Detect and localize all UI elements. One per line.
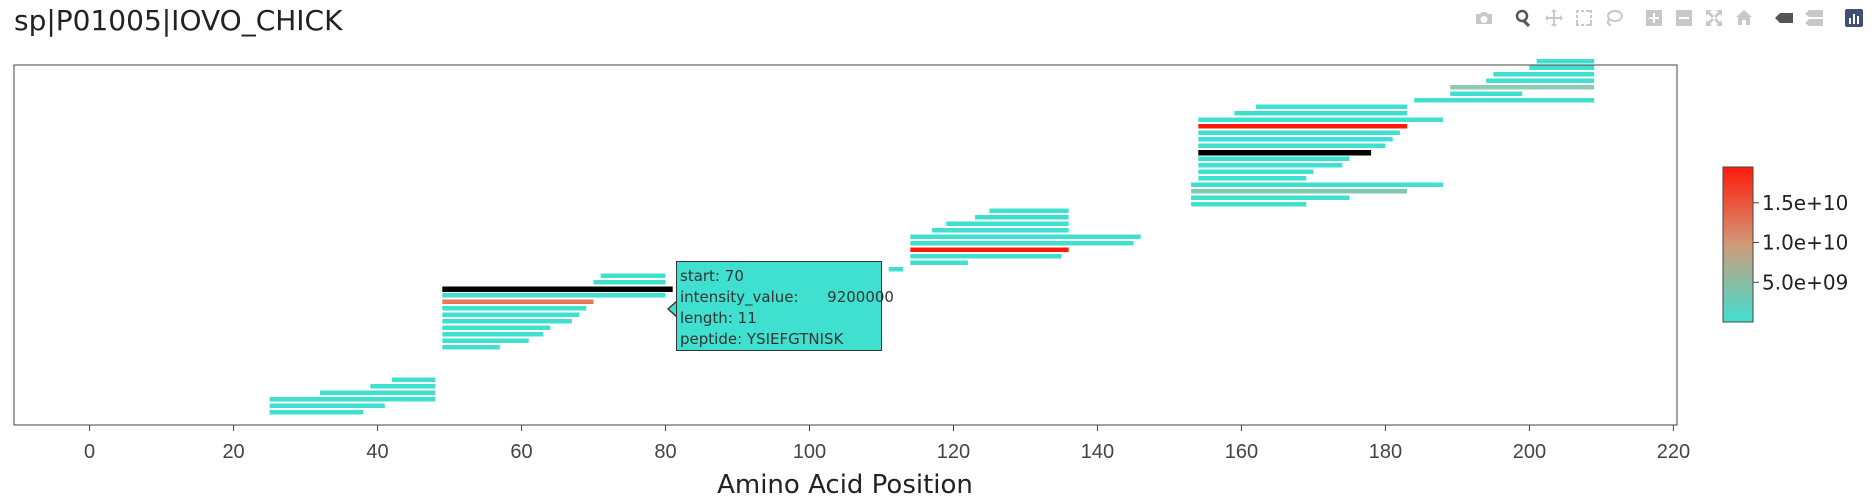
colorbar bbox=[1722, 166, 1754, 323]
peptide-bar[interactable] bbox=[442, 345, 500, 350]
x-axis-ticks: 0 20 40 60 80 100 120 140 160 180 200 220 bbox=[84, 425, 1690, 463]
peptide-bar[interactable] bbox=[269, 403, 385, 409]
plotly-logo-icon[interactable] bbox=[1839, 4, 1869, 32]
peptide-bar[interactable] bbox=[1234, 111, 1408, 116]
hover-compare-icon[interactable] bbox=[1799, 4, 1829, 32]
zoom-out-icon[interactable] bbox=[1669, 4, 1699, 32]
tooltip-intensity-label: intensity_value: bbox=[680, 288, 799, 306]
pan-icon[interactable] bbox=[1539, 4, 1569, 32]
peptide-bar[interactable] bbox=[392, 377, 436, 383]
x-tick-label: 100 bbox=[793, 441, 826, 463]
x-tick-label: 120 bbox=[937, 441, 970, 463]
peptide-bar[interactable] bbox=[1191, 182, 1444, 188]
peptide-bar[interactable] bbox=[1198, 124, 1408, 129]
peptide-bar[interactable] bbox=[1450, 91, 1523, 97]
x-axis-title: Amino Acid Position bbox=[717, 470, 973, 496]
zoom-icon[interactable] bbox=[1509, 4, 1539, 32]
peptide-bar[interactable] bbox=[370, 384, 436, 389]
x-tick-label: 160 bbox=[1225, 441, 1258, 463]
peptide-bar[interactable] bbox=[1198, 150, 1372, 156]
peptide-bar[interactable] bbox=[442, 332, 544, 337]
peptide-bar[interactable] bbox=[910, 260, 968, 266]
peptide-bar[interactable] bbox=[1414, 98, 1595, 103]
lasso-icon[interactable] bbox=[1599, 4, 1629, 32]
peptide-bar[interactable] bbox=[888, 267, 904, 272]
peptide-bar[interactable] bbox=[1198, 143, 1386, 149]
peptide-bar[interactable] bbox=[1191, 195, 1350, 201]
peptide-bar[interactable] bbox=[1529, 65, 1595, 71]
chart-title: sp|P01005|IOVO_CHICK bbox=[14, 4, 343, 37]
peptide-bar[interactable] bbox=[1198, 169, 1314, 175]
colorbar-ticks: 5.0e+09 1.0e+10 1.5e+10 bbox=[1753, 191, 1848, 294]
zoom-in-icon[interactable] bbox=[1639, 4, 1669, 32]
peptide-bar[interactable] bbox=[1493, 72, 1595, 77]
peptide-bar[interactable] bbox=[910, 234, 1141, 240]
x-tick-label: 80 bbox=[654, 441, 676, 463]
peptide-bar[interactable] bbox=[910, 254, 1062, 259]
tooltip-intensity-value: 9200000 bbox=[827, 288, 894, 306]
peptide-bar[interactable] bbox=[442, 293, 666, 298]
colorbar-tick-label: 1.0e+10 bbox=[1762, 231, 1848, 255]
box-select-icon[interactable] bbox=[1569, 4, 1599, 32]
x-tick-label: 0 bbox=[84, 441, 95, 463]
peptide-bar[interactable] bbox=[1191, 189, 1408, 194]
tooltip-peptide-label: peptide: bbox=[680, 330, 743, 348]
peptide-bar[interactable] bbox=[442, 338, 529, 344]
x-tick-label: 140 bbox=[1081, 441, 1114, 463]
peptide-bar[interactable] bbox=[269, 410, 364, 415]
x-tick-label: 60 bbox=[510, 441, 532, 463]
peptide-bar[interactable] bbox=[600, 273, 666, 279]
hover-tooltip: start: 70 intensity_value: 9200000 lengt… bbox=[676, 261, 894, 351]
peptide-bar[interactable] bbox=[442, 319, 572, 324]
colorbar-tick-label: 5.0e+09 bbox=[1762, 270, 1848, 294]
peptide-bars[interactable] bbox=[269, 59, 1595, 415]
peptide-bar[interactable] bbox=[910, 241, 1134, 246]
autoscale-icon[interactable] bbox=[1699, 4, 1729, 32]
peptide-bar[interactable] bbox=[1450, 85, 1595, 90]
peptide-bar[interactable] bbox=[1486, 78, 1595, 84]
peptide-bar[interactable] bbox=[989, 208, 1069, 214]
peptide-bar[interactable] bbox=[442, 299, 594, 305]
peptide-bar[interactable] bbox=[1255, 104, 1408, 110]
peptide-bar[interactable] bbox=[1536, 59, 1595, 64]
peptide-bar[interactable] bbox=[975, 215, 1069, 220]
peptide-bar[interactable] bbox=[442, 306, 587, 311]
peptide-bar[interactable] bbox=[442, 325, 551, 331]
colorbar-tick-label: 1.5e+10 bbox=[1762, 191, 1848, 215]
tooltip-peptide-value: YSIEFGTNISK bbox=[746, 330, 844, 348]
peptide-bar[interactable] bbox=[1191, 202, 1307, 207]
peptide-bar[interactable] bbox=[442, 312, 580, 318]
peptide-bar[interactable] bbox=[1198, 130, 1400, 136]
peptide-bar[interactable] bbox=[931, 228, 1069, 233]
x-tick-label: 200 bbox=[1513, 441, 1546, 463]
peptide-bar[interactable] bbox=[1198, 163, 1343, 168]
modebar bbox=[1469, 4, 1869, 32]
tooltip-length-value: 11 bbox=[737, 309, 757, 327]
x-tick-label: 180 bbox=[1369, 441, 1402, 463]
tooltip-start-value: 70 bbox=[724, 267, 744, 285]
tooltip-pointer-fill bbox=[669, 301, 678, 317]
reset-axes-icon[interactable] bbox=[1729, 4, 1759, 32]
peptide-bar[interactable] bbox=[1198, 137, 1393, 142]
hover-closest-icon[interactable] bbox=[1769, 4, 1799, 32]
x-tick-label: 20 bbox=[222, 441, 244, 463]
peptide-bar[interactable] bbox=[442, 286, 673, 293]
x-tick-label: 220 bbox=[1657, 441, 1690, 463]
peptide-bar[interactable] bbox=[1198, 176, 1307, 181]
tooltip-length-label: length: bbox=[680, 309, 733, 327]
x-tick-label: 40 bbox=[366, 441, 388, 463]
peptide-bar[interactable] bbox=[269, 397, 436, 402]
camera-icon[interactable] bbox=[1469, 4, 1499, 32]
peptide-bar[interactable] bbox=[1198, 117, 1444, 123]
peptide-bar[interactable] bbox=[1198, 156, 1350, 162]
peptide-bar[interactable] bbox=[946, 221, 1069, 227]
peptide-bar[interactable] bbox=[320, 390, 436, 396]
peptide-bar[interactable] bbox=[593, 280, 666, 285]
tooltip-start-label: start: bbox=[680, 267, 720, 285]
peptide-bar[interactable] bbox=[910, 247, 1069, 253]
